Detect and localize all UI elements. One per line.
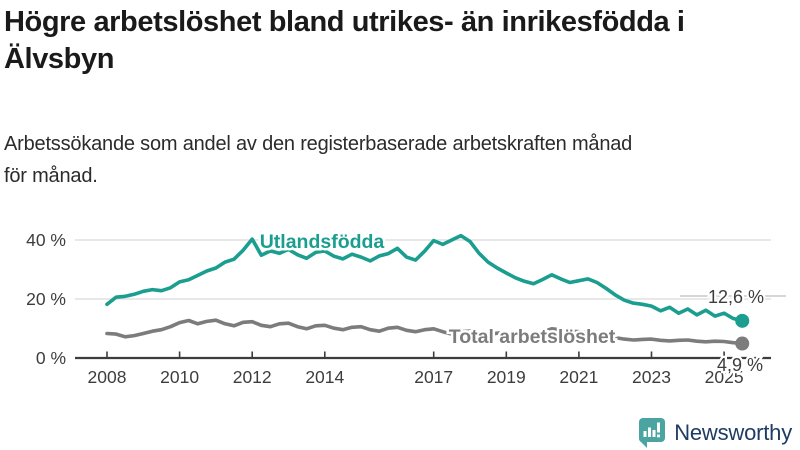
unemployment-line-chart-svg: 2008 2010 2012 2014 2017 2019 2021 2023 2025 0 % 2…	[26, 229, 786, 387]
logo-bar-1	[643, 431, 647, 437]
series-end-dot-0	[735, 313, 750, 328]
series-line-1	[105, 318, 745, 346]
end-value-label-0: 12,6 %	[708, 287, 764, 307]
newsworthy-logo-icon	[639, 418, 666, 448]
series-label-1: Total arbetslöshet	[449, 326, 616, 348]
x-tick-label-2019: 2019	[487, 367, 526, 387]
y-tick-label-40: 40 %	[26, 230, 66, 250]
x-tick-label-2021: 2021	[559, 367, 598, 387]
subtitle-line-2: för månad.	[4, 165, 98, 187]
title-line-1: Högre arbetslöshet bland utrikes- än inr…	[4, 6, 685, 38]
logo-bubble-shape	[639, 418, 666, 448]
logo-bar-3	[652, 430, 656, 437]
x-tick-label-2010: 2010	[160, 367, 199, 387]
x-tick-label-2025: 2025	[705, 367, 744, 387]
subtitle-line-1: Arbetssökande som andel av den registerb…	[4, 133, 633, 155]
x-tick-label-2012: 2012	[233, 367, 272, 387]
series-line-0	[105, 233, 745, 323]
logo-exclamation-bar	[657, 422, 661, 433]
chart-subtitle: Arbetssökande som andel av den registerb…	[4, 128, 796, 192]
series-end-dot-1	[735, 336, 750, 351]
x-tick-label-2023: 2023	[632, 367, 671, 387]
x-tick-label-2014: 2014	[305, 367, 344, 387]
title-line-2: Älvsbyn	[4, 43, 115, 75]
line-chart: 2008 2010 2012 2014 2017 2019 2021 2023 2025 0 % 2…	[0, 205, 800, 415]
logo-bar-2	[648, 427, 652, 437]
x-tick-label-2017: 2017	[414, 367, 453, 387]
y-tick-label-0: 0 %	[36, 348, 66, 368]
y-tick-label-20: 20 %	[26, 289, 66, 309]
logo-exclamation-dot	[657, 434, 661, 438]
brand-name: Newsworthy	[674, 420, 792, 445]
x-tick-label-2008: 2008	[88, 367, 127, 387]
series-label-0: Utlandsfödda	[260, 231, 385, 253]
brand-footer: Newsworthy	[636, 416, 792, 450]
end-value-label-1: 4,9 %	[717, 355, 763, 375]
page-title: Högre arbetslöshet bland utrikes- än inr…	[4, 4, 796, 78]
